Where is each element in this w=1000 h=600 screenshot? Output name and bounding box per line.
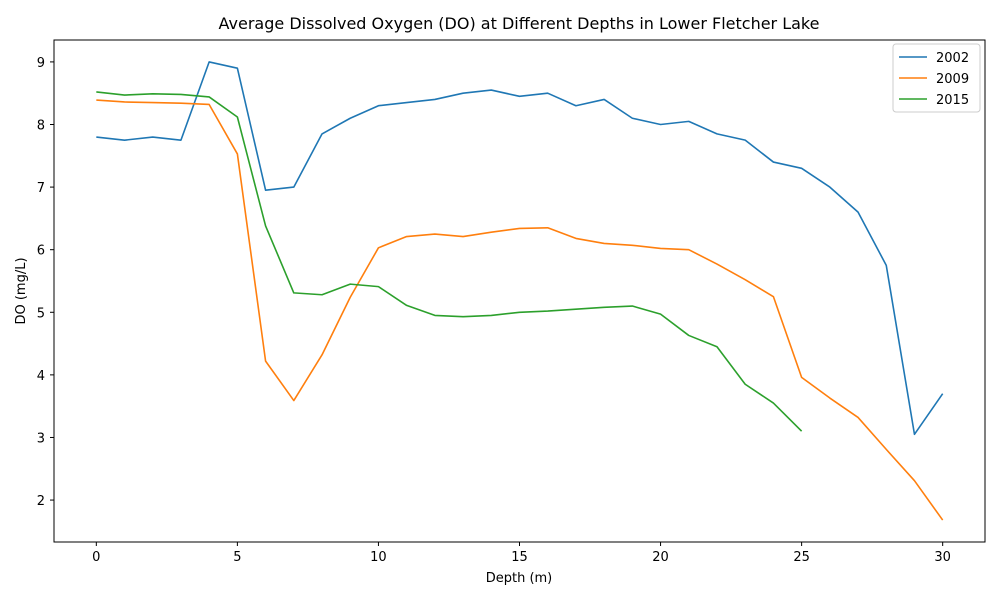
legend-box bbox=[892, 43, 981, 113]
legend: 2002 2009 2015 bbox=[892, 43, 981, 113]
x-tick-label: 30 bbox=[934, 550, 951, 565]
plot-frame bbox=[53, 39, 986, 543]
series-line-2009 bbox=[96, 99, 944, 521]
x-tick-label: 10 bbox=[370, 550, 387, 565]
legend-label-2009: 2009 bbox=[936, 72, 969, 87]
legend-label-2002: 2002 bbox=[936, 51, 969, 66]
x-tick-label: 20 bbox=[652, 550, 669, 565]
series-line-2002 bbox=[96, 61, 944, 436]
plot-area bbox=[96, 61, 944, 521]
x-axis-label: Depth (m) bbox=[486, 571, 553, 586]
series-line-2015 bbox=[96, 91, 803, 432]
y-axis-label: DO (mg/L) bbox=[14, 257, 29, 324]
x-tick-label: 25 bbox=[793, 550, 810, 565]
y-tick-label: 4 bbox=[37, 369, 45, 384]
y-tick-label: 6 bbox=[37, 244, 45, 259]
x-tick-label: 5 bbox=[233, 550, 241, 565]
y-tick-label: 5 bbox=[37, 306, 45, 321]
y-axis: 2 3 4 5 6 7 8 9 bbox=[37, 56, 54, 509]
y-tick-label: 2 bbox=[37, 494, 45, 509]
y-tick-label: 9 bbox=[37, 56, 45, 71]
x-axis: 0 5 10 15 20 25 30 bbox=[92, 542, 951, 565]
chart-title: Average Dissolved Oxygen (DO) at Differe… bbox=[219, 14, 820, 33]
legend-label-2015: 2015 bbox=[936, 93, 969, 108]
y-tick-label: 3 bbox=[37, 431, 45, 446]
x-tick-label: 15 bbox=[511, 550, 528, 565]
y-tick-label: 8 bbox=[37, 119, 45, 134]
y-tick-label: 7 bbox=[37, 181, 45, 196]
x-tick-label: 0 bbox=[92, 550, 100, 565]
